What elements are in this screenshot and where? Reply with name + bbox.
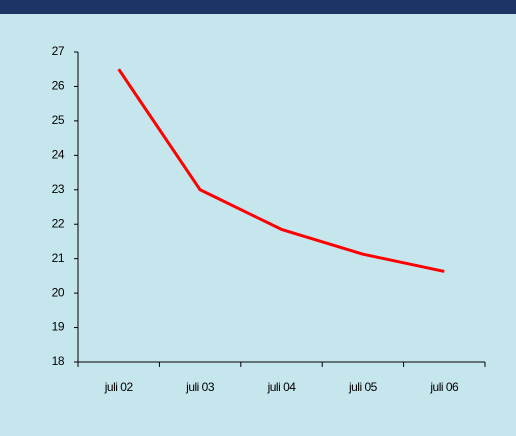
x-tick-label: juli 02 bbox=[104, 380, 134, 394]
x-tick-label: juli 04 bbox=[267, 380, 297, 394]
y-tick-label: 26 bbox=[52, 79, 65, 93]
y-tick-label: 23 bbox=[52, 182, 65, 196]
y-tick-label: 22 bbox=[52, 216, 65, 230]
y-tick-label: 19 bbox=[52, 320, 65, 334]
y-tick-label: 21 bbox=[52, 251, 65, 265]
y-tick-label: 20 bbox=[52, 285, 65, 299]
y-tick-label: 24 bbox=[52, 148, 65, 162]
x-tick-label: juli 06 bbox=[429, 380, 459, 394]
x-tick-label: juli 05 bbox=[348, 380, 378, 394]
y-tick-label: 18 bbox=[52, 354, 65, 368]
header-band bbox=[0, 0, 516, 14]
y-tick-label: 25 bbox=[52, 113, 65, 127]
y-tick-label: 27 bbox=[52, 44, 65, 58]
data-line bbox=[117, 68, 445, 273]
x-tick-label: juli 03 bbox=[185, 380, 215, 394]
